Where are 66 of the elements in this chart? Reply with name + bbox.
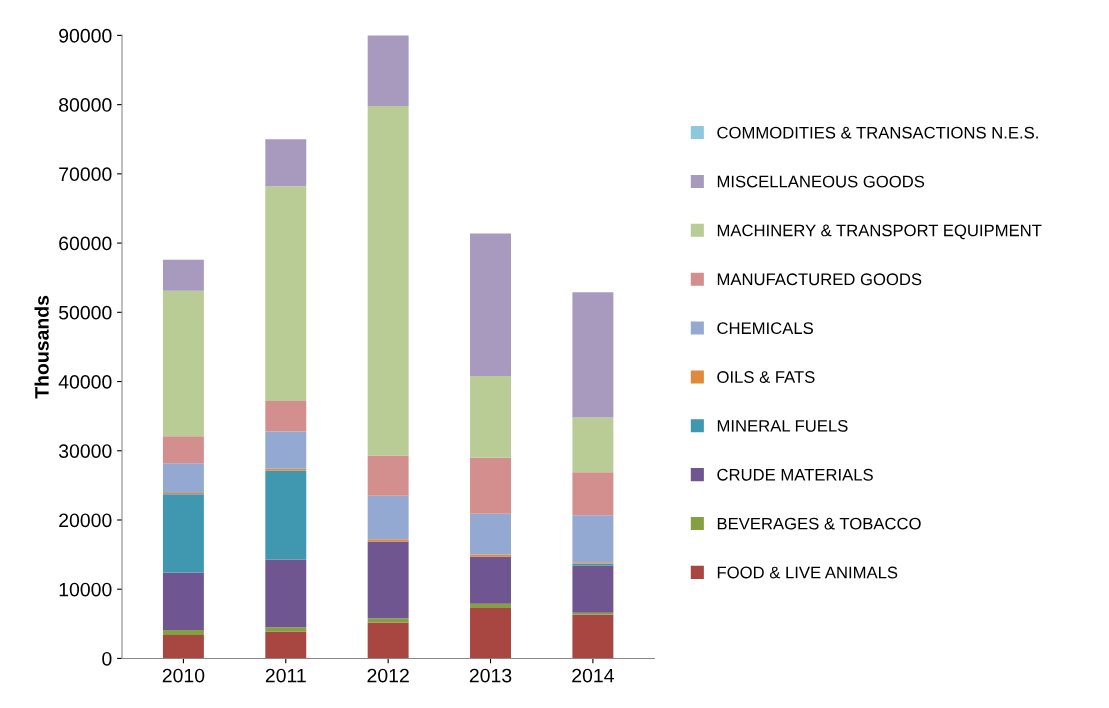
bar — [265, 470, 307, 560]
x-tick-label: 2014 — [572, 668, 614, 683]
bar — [265, 400, 307, 432]
bar — [470, 556, 511, 604]
bar — [367, 541, 409, 619]
bar — [367, 455, 409, 496]
bar — [572, 565, 614, 613]
bar — [367, 539, 409, 542]
bar — [265, 559, 307, 628]
bar — [162, 634, 204, 659]
bar — [572, 612, 614, 615]
bar — [265, 631, 307, 659]
bar — [265, 627, 307, 632]
y-tick-label: 50000 — [58, 305, 112, 320]
bar — [162, 572, 204, 631]
y-tick-label: 80000 — [59, 98, 112, 112]
bar — [265, 468, 307, 471]
y-tick-label: 20000 — [59, 513, 112, 528]
bar — [265, 431, 307, 469]
bar — [367, 35, 409, 107]
bar — [572, 515, 614, 563]
legend-label: OILS & FATS — [717, 371, 815, 383]
legend-label: MANUFACTURED GOODS — [717, 273, 922, 286]
bar — [162, 290, 204, 437]
y-tick-label: 90000 — [59, 28, 112, 43]
y-axis-title: Thousands — [34, 295, 49, 399]
bar — [162, 630, 204, 635]
bar — [162, 494, 204, 573]
x-tick-label: 2012 — [367, 668, 409, 683]
legend-label: CRUDE MATERIALS — [717, 468, 873, 481]
bar — [265, 186, 307, 401]
x-tick-label: 2013 — [469, 668, 512, 683]
bar — [162, 463, 204, 493]
legend-label: BEVERAGES & TOBACCO — [717, 517, 921, 530]
bar — [470, 233, 511, 376]
bar — [367, 106, 409, 456]
bar — [367, 622, 409, 659]
bar — [265, 139, 307, 187]
y-tick-label: 40000 — [58, 375, 112, 389]
legend-label: CHEMICALS — [717, 322, 813, 335]
y-tick-label: 30000 — [58, 444, 112, 458]
bar — [572, 417, 614, 473]
y-tick-label: 60000 — [59, 236, 112, 251]
legend-label: MISCELLANEOUS GOODS — [717, 175, 925, 188]
bar — [470, 457, 511, 514]
bar — [162, 259, 204, 291]
bar — [470, 513, 511, 555]
y-tick-label: 0 — [102, 651, 112, 666]
x-tick-label: 2010 — [162, 668, 205, 683]
legend-label: MINERAL FUELS — [717, 419, 848, 432]
legend-label: COMMODITIES & TRANSACTIONS N.E.S. — [717, 126, 1038, 139]
bar — [572, 472, 614, 516]
bar — [367, 618, 409, 623]
bar — [367, 495, 409, 540]
bar — [470, 554, 511, 557]
bar — [572, 292, 614, 418]
bar — [162, 436, 204, 464]
x-tick-label: 2011 — [265, 668, 306, 683]
bar — [572, 614, 614, 659]
bar — [470, 376, 511, 458]
legend-label: FOOD & LIVE ANIMALS — [717, 566, 898, 579]
legend-label: MACHINERY & TRANSPORT EQUIPMENT — [717, 224, 1042, 240]
y-tick-label: 70000 — [59, 167, 112, 182]
bar — [470, 607, 511, 659]
bar — [470, 603, 511, 608]
y-tick-label: 10000 — [59, 582, 112, 597]
